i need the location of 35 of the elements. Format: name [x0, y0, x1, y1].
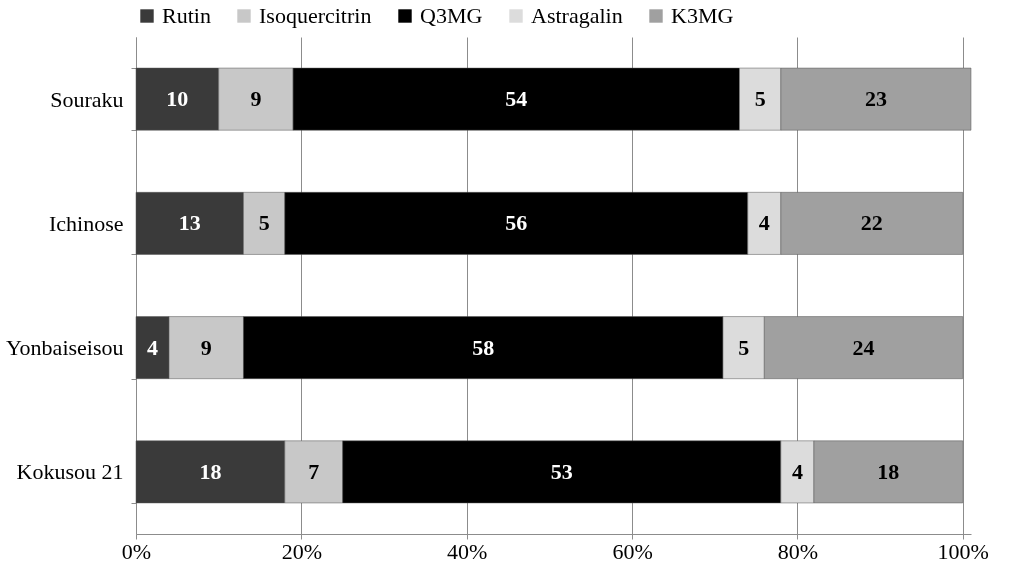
data-label: 23 [864, 86, 887, 112]
data-label: 56 [505, 210, 528, 236]
y-tick-label: Souraku [50, 86, 124, 112]
x-tick-label: 0% [121, 538, 152, 564]
data-label: 22 [860, 210, 883, 236]
data-label: 4 [758, 210, 770, 236]
data-label: 5 [258, 210, 270, 236]
x-tick-label: 100% [937, 538, 989, 564]
y-tick-label: Kokusou 21 [16, 459, 124, 485]
data-label: 5 [754, 86, 766, 112]
data-label: 7 [308, 458, 320, 484]
legend-label: K3MG [671, 3, 734, 28]
data-label: 4 [791, 458, 803, 484]
data-label: 10 [166, 86, 189, 112]
data-label: 13 [178, 210, 201, 236]
x-tick-label: 60% [612, 538, 653, 564]
legend-label: Rutin [162, 3, 211, 28]
x-tick-label: 20% [281, 538, 323, 564]
data-label: 9 [200, 334, 212, 360]
data-label: 58 [472, 334, 495, 360]
y-tick-label: Yonbaiseisou [5, 335, 124, 361]
data-label: 18 [199, 458, 222, 484]
data-label: 24 [852, 334, 875, 360]
legend-label: Astragalin [531, 3, 623, 28]
x-tick-label: 80% [777, 538, 819, 564]
data-label: 9 [250, 86, 262, 112]
data-label: 4 [147, 334, 159, 360]
data-label: 5 [738, 334, 750, 360]
y-tick-label: Ichinose [48, 210, 124, 236]
legend-label: Isoquercitrin [259, 3, 372, 28]
data-label: 18 [877, 458, 900, 484]
data-label: 53 [550, 458, 573, 484]
legend-label: Q3MG [420, 3, 483, 28]
data-label: 54 [505, 86, 528, 112]
x-tick-label: 40% [447, 538, 488, 564]
